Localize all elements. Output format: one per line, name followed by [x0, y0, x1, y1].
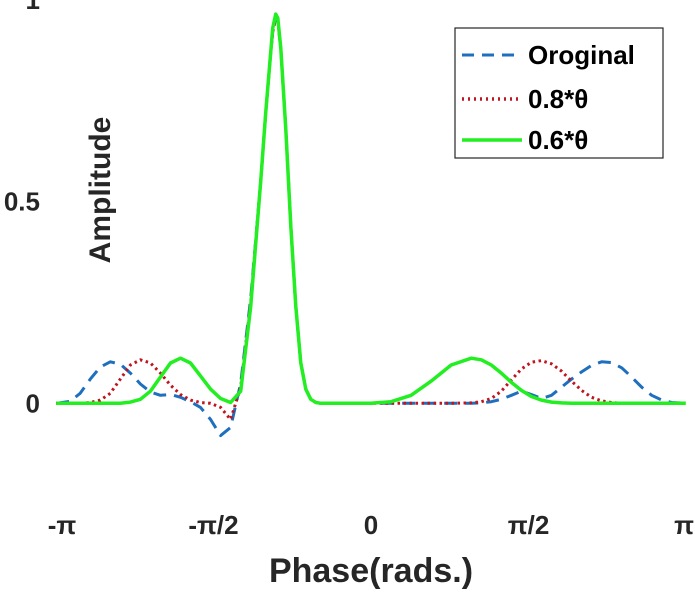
series-line-0	[55, 16, 686, 438]
x-tick-label-4: π	[674, 510, 694, 540]
legend-label-original: Oroginal	[528, 40, 635, 70]
x-axis-label: Phase(rads.)	[269, 552, 473, 590]
legend-box	[454, 27, 664, 159]
y-tick-label-0: 0	[26, 388, 40, 418]
x-tick-label-2: 0	[364, 510, 378, 540]
series-layer	[55, 12, 686, 438]
x-tick-label-3: π/2	[508, 510, 550, 540]
series-line-2	[56, 12, 686, 406]
y-tick-label-1: 0.5	[4, 187, 40, 217]
legend-label-0.8theta: 0.8*θ	[528, 84, 588, 114]
x-tick-label-0: -π	[48, 510, 77, 540]
y-tick-label-2: 1	[26, 0, 40, 15]
legend-label-0.6theta: 0.6*θ	[528, 125, 588, 155]
x-tick-label-1: -π/2	[188, 510, 238, 540]
legend: Oroginal 0.8*θ 0.6*θ	[454, 27, 664, 159]
y-axis-label: Amplitude	[84, 117, 117, 264]
tick-layer: -π -π/2 0 π/2 π 0 0.5 1	[4, 0, 694, 540]
